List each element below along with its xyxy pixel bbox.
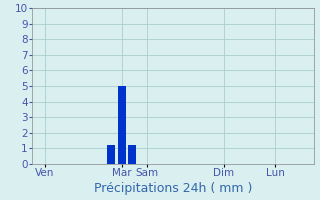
Bar — [128, 145, 136, 164]
X-axis label: Précipitations 24h ( mm ): Précipitations 24h ( mm ) — [94, 182, 252, 195]
Bar — [117, 86, 126, 164]
Bar — [107, 145, 116, 164]
